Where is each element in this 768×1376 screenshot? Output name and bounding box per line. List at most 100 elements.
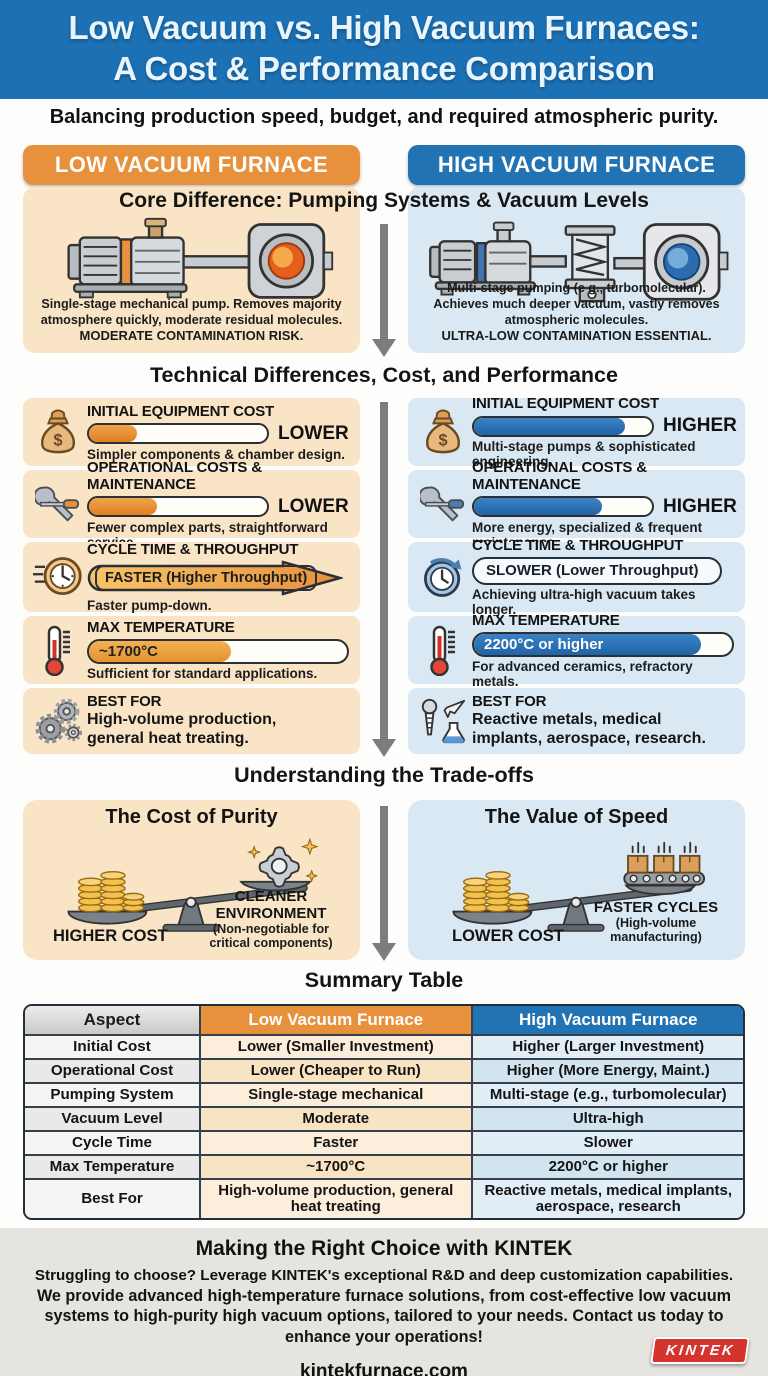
tech-card-low-max-temp: MAX TEMPERATURE ~1700°C Sufficient for s… xyxy=(23,616,360,684)
temp-bar-track: ~1700°C xyxy=(87,639,349,664)
tech-title: MAX TEMPERATURE xyxy=(472,611,620,629)
table-cell: Multi-stage (e.g., turbomolecular) xyxy=(472,1084,743,1108)
low-vacuum-column-header: LOW VACUUM FURNACE xyxy=(23,145,360,185)
tech-title: MAX TEMPERATURE xyxy=(87,619,235,636)
tech-card-high-max-temp: MAX TEMPERATURE 2200°C or higher For adv… xyxy=(408,612,745,689)
table-cell: High-volume production, general heat tre… xyxy=(201,1180,473,1218)
tech-title: INITIAL EQUIPMENT COST xyxy=(87,402,274,420)
tradeoff-card-cost-of-purity: The Cost of Purity HIG xyxy=(23,800,360,960)
tech-desc: Multi-stage pumps & sophisticated engine… xyxy=(472,439,696,469)
cost-level-label: LOWER xyxy=(278,422,349,444)
tradeoff-left-label: HIGHER COST xyxy=(53,927,168,945)
table-cell: Best For xyxy=(25,1180,201,1218)
table-header-high: High Vacuum Furnace xyxy=(472,1006,743,1036)
table-cell: Initial Cost xyxy=(25,1036,201,1060)
footer-title: Making the Right Choice with KINTEK xyxy=(195,1237,573,1260)
table-cell: ~1700°C xyxy=(201,1156,473,1180)
tradeoff-title: The Value of Speed xyxy=(484,806,669,828)
tradeoff-left-label: LOWER COST xyxy=(452,927,564,945)
high-vacuum-column-header: HIGH VACUUM FURNACE xyxy=(408,145,745,185)
tradeoff-right-label: FASTER CYCLES xyxy=(593,898,719,916)
slower-pill: SLOWER (Lower Throughput) xyxy=(472,557,722,585)
tradeoff-card-value-of-speed: The Value of Speed xyxy=(408,800,745,960)
table-cell: Moderate xyxy=(201,1108,473,1132)
tradeoff-right-sub: (High-volume manufacturing) xyxy=(610,915,702,944)
core-panel-high: Multi-stage pumping (e g., turbomolecula… xyxy=(408,187,745,353)
footer-bold-line: Struggling to choose? Leverage KINTEK's … xyxy=(34,1267,734,1284)
tools-icon xyxy=(414,481,472,527)
tradeoff-right-label: CLEANER ENVIRONMENT xyxy=(215,888,327,922)
table-cell: Ultra-high xyxy=(472,1108,743,1132)
flow-arrow-2 xyxy=(372,402,396,757)
table-header-aspect: Aspect xyxy=(25,1006,201,1036)
tech-desc: For advanced ceramics, refractory metals… xyxy=(472,658,693,689)
implant-aerospace-flask-icon xyxy=(414,696,472,746)
faster-arrow: FASTER (Higher Throughput) xyxy=(87,560,345,596)
gears-icon xyxy=(29,697,87,745)
table-cell: Lower (Cheaper to Run) xyxy=(201,1060,473,1084)
temp-bar-fill: 2200°C or higher xyxy=(474,633,702,655)
tech-title: INITIAL EQUIPMENT COST xyxy=(472,395,659,412)
svg-text:$: $ xyxy=(438,431,447,449)
temp-bar-track: 2200°C or higher xyxy=(472,631,734,657)
cost-level-label: HIGHER xyxy=(663,415,737,436)
tech-card-high-operational-cost: OPERATIONAL COSTS & MAINTENANCE HIGHER M… xyxy=(408,459,745,550)
single-stage-pump-illustration xyxy=(23,217,360,303)
tradeoff-title: The Cost of Purity xyxy=(105,806,278,828)
page-title-line1: Low Vacuum vs. High Vacuum Furnaces: xyxy=(68,9,700,46)
kintek-logo: KINTEK xyxy=(650,1337,750,1364)
kintek-logo-text: KINTEK xyxy=(664,1342,736,1359)
core-desc-low: Single-stage mechanical pump. Removes ma… xyxy=(23,297,360,345)
core-desc-high-text: Multi-stage pumping (e g., turbomolecula… xyxy=(433,281,720,327)
table-cell: Higher (More Energy, Maint.) xyxy=(472,1060,743,1084)
cycle-time-label: FASTER (Higher Throughput) xyxy=(95,565,318,591)
tech-title: OPERATIONAL COSTS & MAINTENANCE xyxy=(472,458,647,493)
tradeoff-right-labels: FASTER CYCLES (High-volume manufacturing… xyxy=(581,898,731,944)
core-desc-low-text: Single-stage mechanical pump. Removes ma… xyxy=(40,296,343,327)
money-bag-icon: $ xyxy=(29,407,87,457)
cost-bar-fill xyxy=(474,498,603,515)
table-cell: Single-stage mechanical xyxy=(201,1084,473,1108)
table-cell: Reactive metals, medical implants, aeros… xyxy=(472,1180,743,1218)
purity-balance-scale-illustration xyxy=(31,828,351,937)
core-desc-high: Multi-stage pumping (e g., turbomolecula… xyxy=(408,281,745,345)
cost-bar-fill xyxy=(474,417,626,435)
slow-clock-icon xyxy=(414,553,472,601)
cost-bar-track xyxy=(87,496,269,517)
tech-desc: Achieving ultra-high vacuum takes longer… xyxy=(472,587,696,617)
tech-card-high-best-for: BEST FOR Reactive metals, medical implan… xyxy=(408,688,745,754)
speed-balance-scale-illustration xyxy=(416,828,736,937)
tech-title: BEST FOR xyxy=(472,693,547,711)
table-cell: Vacuum Level xyxy=(25,1108,201,1132)
temp-bar-fill: ~1700°C xyxy=(89,641,231,662)
tech-column-low: $ INITIAL EQUIPMENT COST LOWER Simpler c… xyxy=(23,398,360,754)
tech-card-high-initial-cost: $ INITIAL EQUIPMENT COST HIGHER Multi-st… xyxy=(408,395,745,469)
tech-title: CYCLE TIME & THROUGHPUT xyxy=(472,537,684,554)
tech-desc: Sufficient for standard applications. xyxy=(87,666,318,681)
tech-card-low-best-for: BEST FOR High-volume production, general… xyxy=(23,688,360,754)
tech-card-low-cycle-time: CYCLE TIME & THROUGHPUT FASTER (Higher T… xyxy=(23,541,360,613)
flow-arrow-3 xyxy=(372,806,396,961)
money-bag-icon: $ xyxy=(414,407,472,457)
tech-card-low-operational-cost: OPERATIONAL COSTS & MAINTENANCE LOWER Fe… xyxy=(23,459,360,550)
thermometer-icon xyxy=(414,624,472,676)
core-desc-low-bold: MODERATE CONTAMINATION RISK. xyxy=(79,328,304,344)
table-cell: Slower xyxy=(472,1132,743,1156)
footer-body: We provide advanced high-temperature fur… xyxy=(36,1287,732,1346)
cost-level-label: LOWER xyxy=(278,495,349,517)
cost-bar-fill xyxy=(89,498,157,515)
table-cell: 2200°C or higher xyxy=(472,1156,743,1180)
core-desc-high-bold: ULTRA-LOW CONTAMINATION ESSENTIAL. xyxy=(441,328,712,344)
svg-text:$: $ xyxy=(53,431,62,449)
pump-chamber-diagram-low-icon xyxy=(66,217,333,299)
flow-arrow-1 xyxy=(372,224,396,357)
page-header: Low Vacuum vs. High Vacuum Furnaces: A C… xyxy=(0,0,768,99)
cost-bar-track xyxy=(87,423,269,444)
page-subtitle: Balancing production speed, budget, and … xyxy=(49,106,719,128)
table-cell: Pumping System xyxy=(25,1084,201,1108)
core-difference-heading: Core Difference: Pumping Systems & Vacuu… xyxy=(119,189,649,212)
multi-stage-pump-illustration xyxy=(408,217,745,303)
cost-bar-track xyxy=(472,415,654,437)
tools-icon xyxy=(29,481,87,527)
footer-website-link[interactable]: kintekfurnace.com xyxy=(300,1360,468,1376)
